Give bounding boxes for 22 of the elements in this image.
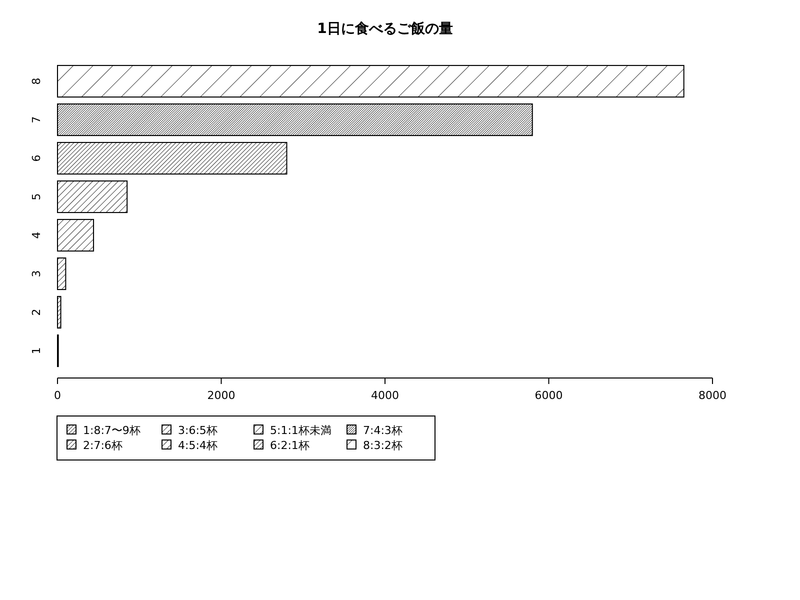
legend-label: 5:1:1杯未満 (270, 424, 332, 437)
legend-label: 8:3:2杯 (363, 439, 402, 452)
y-tick-label: 5 (30, 193, 43, 200)
chart-title: 1日に食べるご飯の量 (317, 21, 453, 37)
legend-label: 1:8:7〜9杯 (83, 424, 140, 437)
y-tick-label: 1 (30, 347, 43, 354)
y-tick-label: 2 (30, 308, 43, 316)
y-tick-label: 4 (30, 232, 43, 239)
x-tick-label: 6000 (534, 389, 563, 402)
y-tick-label: 3 (30, 270, 43, 278)
x-tick-label: 2000 (207, 389, 236, 402)
legend-label: 3:6:5杯 (178, 424, 218, 437)
y-tick-label: 7 (30, 116, 43, 124)
x-tick-label: 0 (54, 389, 61, 402)
y-tick-label: 6 (30, 154, 43, 162)
y-tick-label: 8 (30, 78, 43, 85)
x-tick-label: 8000 (698, 389, 726, 402)
legend-label: 6:2:1杯 (270, 439, 310, 452)
legend-label: 2:7:6杯 (83, 439, 122, 452)
legend-label: 7:4:3杯 (363, 424, 402, 437)
x-tick-label: 4000 (371, 389, 399, 402)
legend-label: 4:5:4杯 (178, 439, 218, 452)
